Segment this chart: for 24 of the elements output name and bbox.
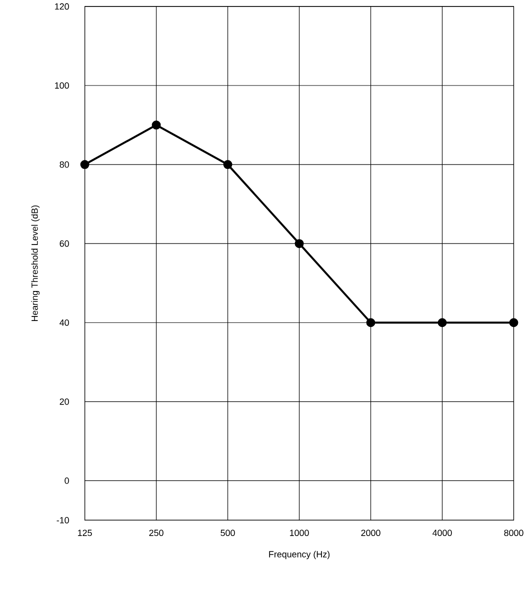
x-tick-label: 500 (220, 530, 235, 536)
x-tick-label: 4000 (432, 530, 452, 536)
y-tick-label: 80 (60, 161, 69, 168)
x-tick-label: 250 (149, 530, 164, 536)
y-axis-title: Hearing Threshold Level (dB) (31, 206, 40, 322)
x-tick-label: 8000 (504, 530, 524, 536)
y-tick-label: 40 (60, 319, 69, 326)
point (294, 239, 304, 248)
x-tick-label: 1000 (290, 530, 309, 536)
point (80, 160, 90, 170)
point (509, 318, 518, 328)
y-tick-label: 120 (55, 3, 69, 10)
y-tick-label: 0 (64, 478, 69, 484)
y-tick-label: 60 (60, 240, 69, 247)
point (152, 120, 161, 130)
point (223, 160, 232, 170)
y-tick-label: -10 (56, 517, 69, 524)
point (366, 318, 376, 328)
point (438, 318, 447, 328)
y-tick-label: 100 (55, 82, 69, 89)
x-tick-label: 2000 (361, 530, 380, 536)
x-tick-label: 125 (78, 530, 92, 536)
y-tick-label: 20 (60, 398, 69, 405)
x-axis-title: Frequency (Hz) (269, 550, 330, 560)
